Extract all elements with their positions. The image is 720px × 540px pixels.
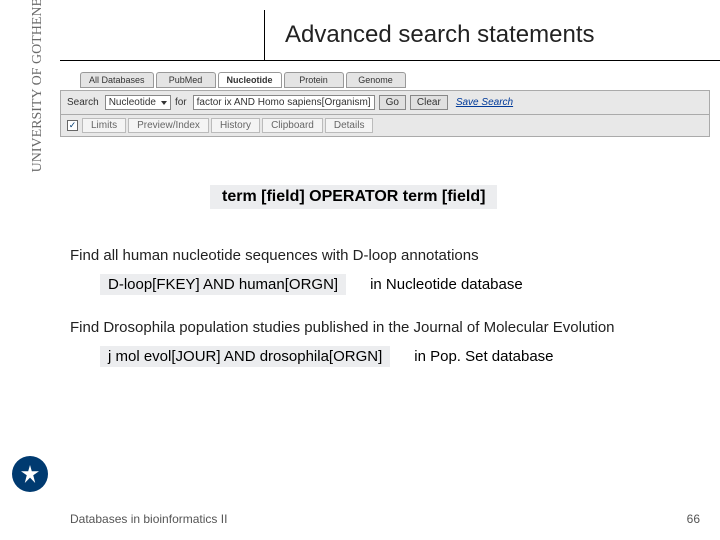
example1-desc: Find all human nucleotide sequences with… bbox=[70, 247, 690, 264]
go-button[interactable]: Go bbox=[379, 95, 406, 110]
db-tab-row: All Databases PubMed Nucleotide Protein … bbox=[60, 72, 710, 88]
ncbi-search-ui: All Databases PubMed Nucleotide Protein … bbox=[60, 72, 710, 137]
example2-note: in Pop. Set database bbox=[414, 348, 553, 365]
syntax-pattern: term [field] OPERATOR term [field] bbox=[210, 185, 497, 209]
title-underline bbox=[60, 60, 720, 61]
sidebar: UNIVERSITY OF GOTHENBURG bbox=[0, 0, 60, 540]
db-dropdown[interactable]: Nucleotide bbox=[105, 95, 171, 110]
title-area: Advanced search statements bbox=[264, 10, 720, 60]
tab-nucleotide[interactable]: Nucleotide bbox=[218, 72, 282, 88]
footer-left: Databases in bioinformatics II bbox=[70, 512, 227, 526]
limits-checkbox[interactable]: ✓ bbox=[67, 120, 78, 131]
example1-row: D-loop[FKEY] AND human[ORGN] in Nucleoti… bbox=[100, 274, 690, 295]
clear-button[interactable]: Clear bbox=[410, 95, 448, 110]
example1-query: D-loop[FKEY] AND human[ORGN] bbox=[100, 274, 346, 295]
subtab-preview[interactable]: Preview/Index bbox=[128, 118, 209, 133]
for-label: for bbox=[175, 97, 187, 108]
query-input[interactable]: factor ix AND Homo sapiens[Organism] bbox=[193, 95, 375, 110]
tab-genome[interactable]: Genome bbox=[346, 72, 406, 88]
subtab-details[interactable]: Details bbox=[325, 118, 374, 133]
slide-number: 66 bbox=[687, 512, 700, 526]
page-title: Advanced search statements bbox=[265, 21, 595, 49]
save-search-link[interactable]: Save Search bbox=[456, 97, 513, 108]
search-label: Search bbox=[67, 97, 99, 108]
tab-pubmed[interactable]: PubMed bbox=[156, 72, 216, 88]
search-row: Search Nucleotide for factor ix AND Homo… bbox=[60, 90, 710, 115]
example2-query: j mol evol[JOUR] AND drosophila[ORGN] bbox=[100, 346, 390, 367]
subtab-clipboard[interactable]: Clipboard bbox=[262, 118, 323, 133]
example1-note: in Nucleotide database bbox=[370, 276, 523, 293]
subtab-row: ✓ Limits Preview/Index History Clipboard… bbox=[60, 115, 710, 137]
university-seal-icon bbox=[12, 456, 48, 492]
example2-desc: Find Drosophila population studies publi… bbox=[70, 319, 690, 336]
institution-label: UNIVERSITY OF GOTHENBURG bbox=[30, 0, 46, 180]
subtab-history[interactable]: History bbox=[211, 118, 260, 133]
tab-protein[interactable]: Protein bbox=[284, 72, 344, 88]
content-area: term [field] OPERATOR term [field] Find … bbox=[70, 185, 690, 391]
example2-row: j mol evol[JOUR] AND drosophila[ORGN] in… bbox=[100, 346, 690, 367]
tab-all[interactable]: All Databases bbox=[80, 72, 154, 88]
subtab-limits[interactable]: Limits bbox=[82, 118, 126, 133]
footer: Databases in bioinformatics II 66 bbox=[70, 512, 700, 526]
